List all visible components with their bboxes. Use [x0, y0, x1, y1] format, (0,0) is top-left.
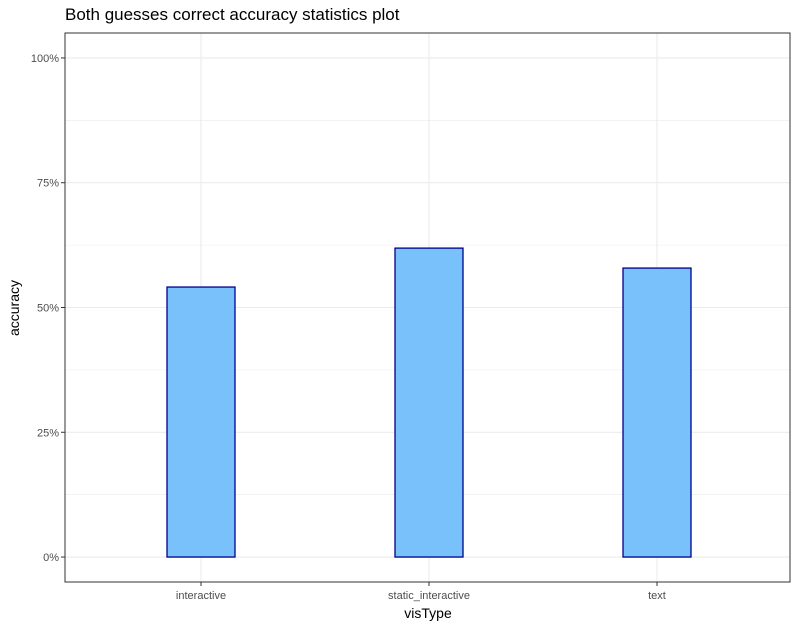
- y-tick-label: 50%: [37, 303, 59, 315]
- y-tick-label: 25%: [37, 427, 59, 439]
- chart-title: Both guesses correct accuracy statistics…: [65, 5, 400, 24]
- y-tick-label: 100%: [31, 53, 59, 65]
- x-tick-label: static_interactive: [388, 590, 470, 602]
- y-axis-title: accuracy: [6, 280, 22, 336]
- y-axis-ticks: 0% 25% 50% 75% 100%: [31, 53, 65, 564]
- bar-interactive: [166, 286, 236, 558]
- x-axis-ticks: interactive static_interactive text: [176, 582, 666, 602]
- y-tick-label: 75%: [37, 178, 59, 190]
- y-tick-label: 0%: [43, 552, 59, 564]
- bar-text: [622, 267, 692, 558]
- x-axis-title: visType: [404, 605, 452, 621]
- bar-static-interactive: [394, 247, 464, 558]
- x-tick-label: interactive: [176, 590, 226, 602]
- x-tick-label: text: [648, 590, 666, 602]
- bars: [166, 247, 692, 558]
